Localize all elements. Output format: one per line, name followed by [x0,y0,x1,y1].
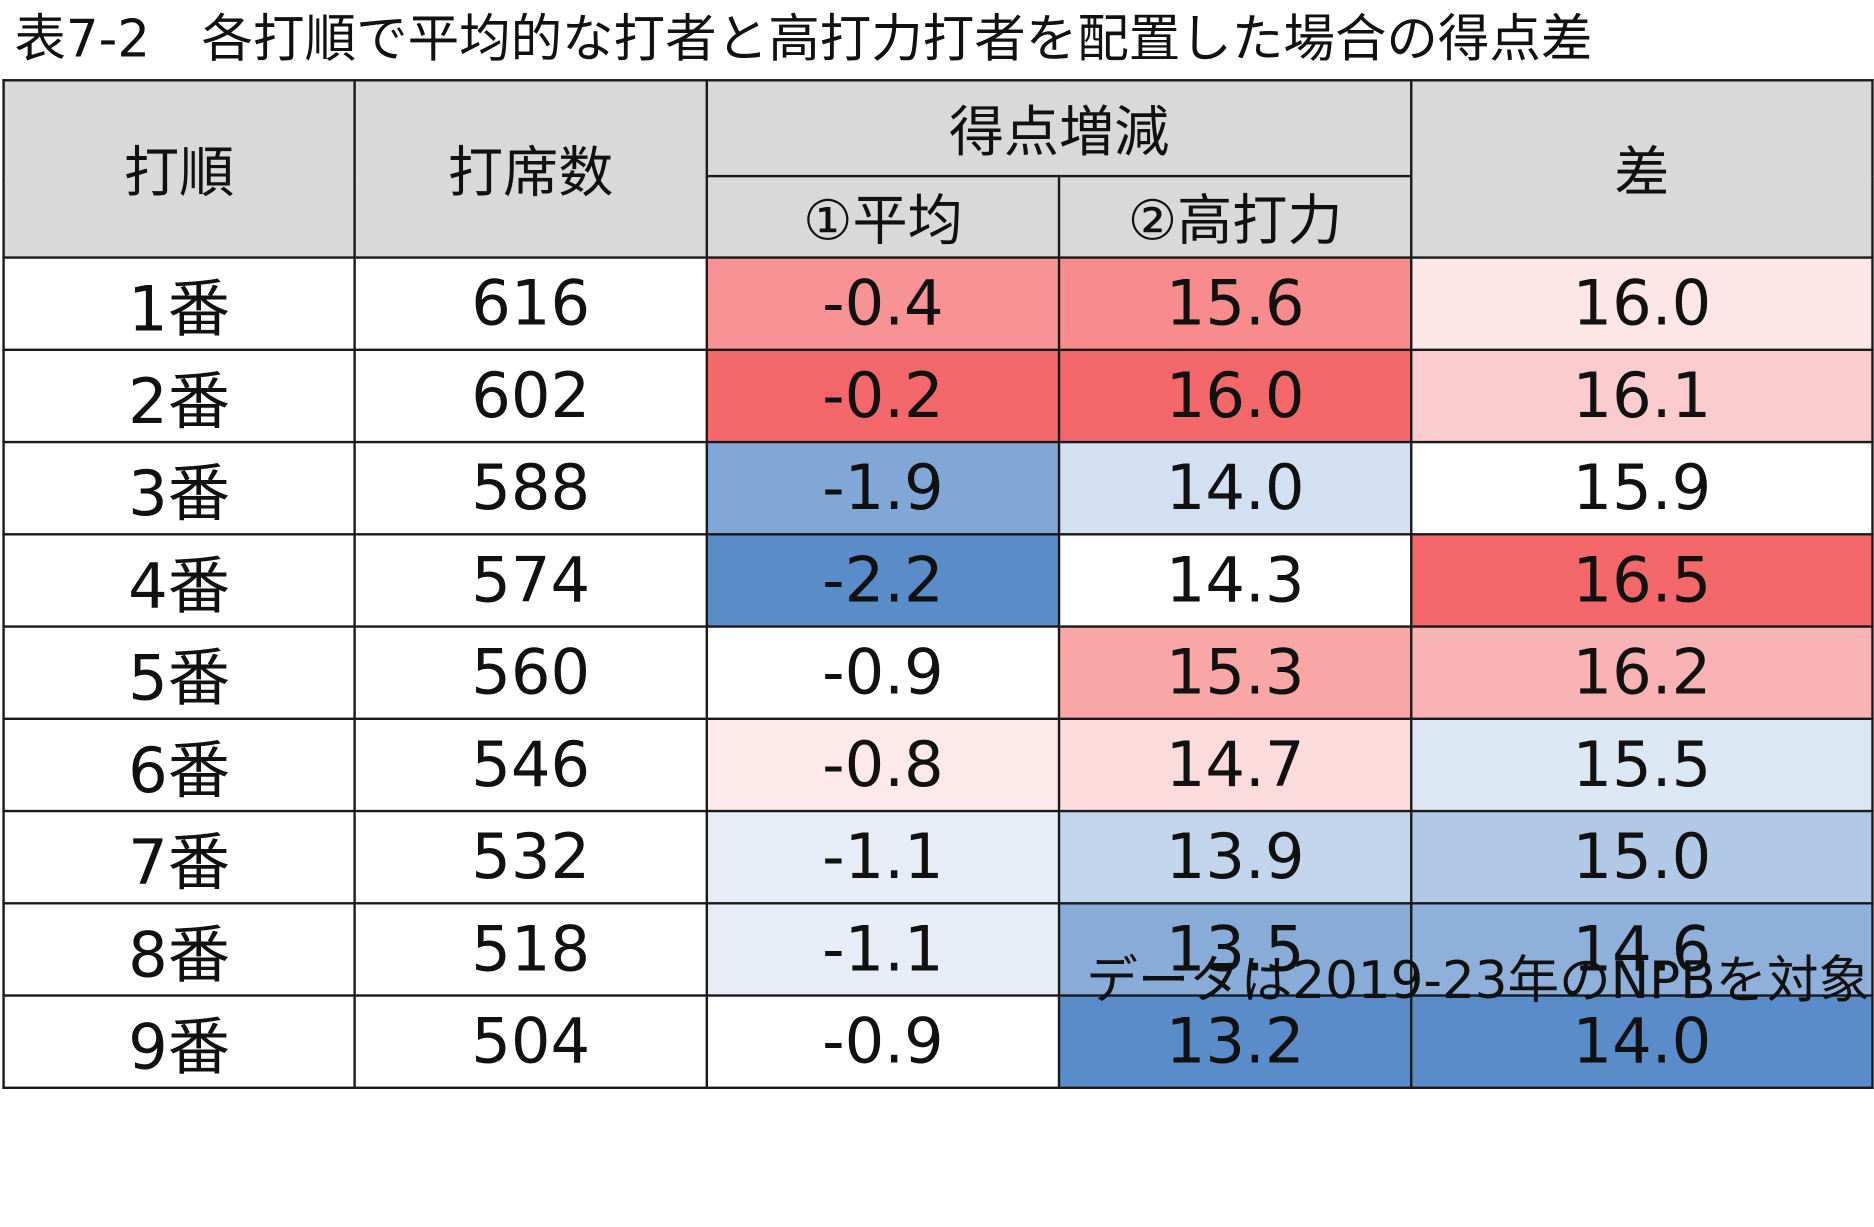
cell-high-power: 14.0 [1057,440,1413,536]
cell-high-power: 15.6 [1057,256,1413,352]
table-row: 6番 546 -0.8 14.7 15.5 [2,717,1874,813]
cell-average: -0.8 [705,717,1061,813]
cell-average: -0.9 [705,994,1061,1089]
cell-plate-appearances: 588 [353,440,709,536]
cell-plate-appearances: 602 [353,348,709,444]
table-row: 3番 588 -1.9 14.0 15.9 [2,440,1874,536]
cell-difference: 16.0 [1410,256,1874,352]
cell-average: -0.4 [705,256,1061,352]
cell-average: -2.2 [705,533,1061,628]
cell-batting-order: 7番 [2,809,356,905]
cell-high-power: 14.3 [1057,533,1413,628]
source-note: データは2019-23年のNPBを対象 [1086,951,1871,1012]
table-row: 8番 518 -1.1 13.5 14.6 [2,902,1874,997]
cell-batting-order: 9番 [2,994,356,1089]
header-difference: 差 [1410,79,1874,259]
cell-plate-appearances: 560 [353,625,709,720]
table-title: 表7-2 各打順で平均的な打者と高打力打者を配置した場合の得点差 [14,9,1593,70]
header-batting-order: 打順 [2,79,356,259]
cell-average: -1.1 [705,902,1061,997]
cell-plate-appearances: 504 [353,994,709,1089]
cell-high-power: 13.5 [1057,902,1413,997]
cell-difference: 14.6 [1410,902,1874,997]
heatmap-table: 打順 打席数 得点増減 差 ①平均 ②高打力 1番 616 -0.4 15.6 16.0… [2,79,1874,1089]
cell-average: -1.1 [705,809,1061,905]
header-row-2: ①平均 ②高打力 [4,174,1873,259]
table-row: 2番 602 -0.2 16.0 16.1 [2,348,1874,444]
cell-batting-order: 1番 [2,256,356,352]
header-high-power: ②高打力 [1057,174,1413,259]
cell-high-power: 13.9 [1057,809,1413,905]
header-row-1: 打順 打席数 得点増減 差 [2,79,1874,259]
cell-plate-appearances: 616 [353,256,709,352]
cell-plate-appearances: 574 [353,533,709,628]
cell-difference: 16.1 [1410,348,1874,444]
table-row: 1番 616 -0.4 15.6 16.0 [2,256,1874,352]
table-row: 7番 532 -1.1 13.9 15.0 [2,809,1874,905]
cell-plate-appearances: 532 [353,809,709,905]
header-average: ①平均 [705,174,1061,259]
cell-plate-appearances: 518 [353,902,709,997]
cell-difference: 15.0 [1410,809,1874,905]
cell-high-power: 15.3 [1057,625,1413,720]
header-run-change: 得点増減 [705,79,1413,178]
cell-batting-order: 4番 [2,533,356,628]
cell-plate-appearances: 546 [353,717,709,813]
cell-difference: 15.5 [1410,717,1874,813]
cell-difference: 15.9 [1410,440,1874,536]
header-plate-appearances: 打席数 [353,79,709,259]
table-row: 5番 560 -0.9 15.3 16.2 [2,625,1874,720]
cell-high-power: 16.0 [1057,348,1413,444]
cell-average: -1.9 [705,440,1061,536]
cell-batting-order: 2番 [2,348,356,444]
cell-batting-order: 8番 [2,902,356,997]
cell-difference: 16.5 [1410,533,1874,628]
cell-average: -0.9 [705,625,1061,720]
cell-batting-order: 6番 [2,717,356,813]
cell-high-power: 14.7 [1057,717,1413,813]
cell-difference: 16.2 [1410,625,1874,720]
cell-batting-order: 5番 [2,625,356,720]
cell-average: -0.2 [705,348,1061,444]
cell-batting-order: 3番 [2,440,356,536]
table-row: 4番 574 -2.2 14.3 16.5 [2,533,1874,628]
